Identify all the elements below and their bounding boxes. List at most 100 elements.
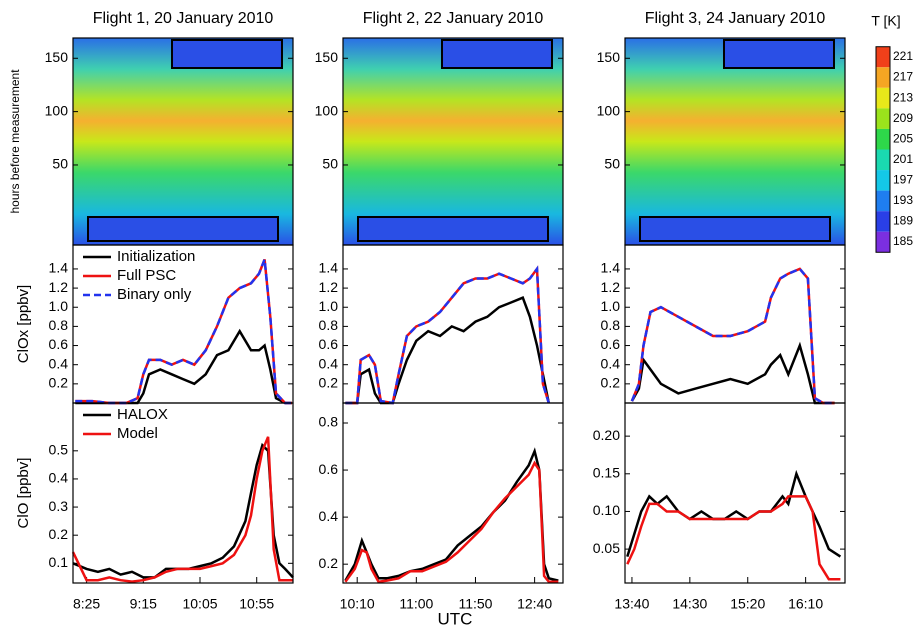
panel-title: Flight 1, 20 January 2010 [93, 10, 274, 27]
y-tick-label: 0.2 [601, 375, 621, 391]
y-tick-label: 150 [315, 49, 339, 65]
series-line [626, 469, 842, 558]
y-tick-label: 0.4 [319, 508, 339, 524]
y-tick-label: 1.4 [601, 260, 621, 276]
y-tick-label: 1.4 [319, 260, 339, 276]
x-tick-label: 14:30 [672, 596, 707, 612]
colorbar-tick-label: 217 [893, 70, 913, 84]
y-tick-label: 1.0 [601, 298, 621, 314]
y-tick-label: 1.0 [49, 298, 69, 314]
y-tick-label: 0.2 [49, 375, 69, 391]
series-line [344, 460, 559, 584]
panel-frame [624, 402, 846, 584]
series-line [630, 267, 835, 405]
colorbar-tick-label: 201 [893, 152, 913, 166]
colorbar-tick-label: 209 [893, 111, 913, 125]
x-tick-label: 9:15 [130, 596, 157, 612]
colorbar-cell [876, 46, 890, 68]
y-tick-label: 0.4 [49, 470, 69, 486]
colorbar-tick-label: 213 [893, 90, 913, 104]
series-line [75, 258, 292, 405]
y-tick-label: 1.2 [319, 279, 339, 295]
heatmap [73, 38, 293, 245]
series-line [626, 495, 841, 581]
y-tick-label: 1.4 [49, 260, 69, 276]
legend-label: Full PSC [117, 267, 176, 284]
colorbar-tick-label: 197 [893, 173, 913, 187]
y-axis-label: hours before measurement [8, 69, 22, 214]
y-tick-label: 50 [322, 156, 338, 172]
y-tick-label: 0.1 [49, 554, 69, 570]
y-tick-label: 150 [45, 49, 69, 65]
panel-title: Flight 3, 24 January 2010 [645, 10, 826, 27]
x-axis-label: UTC [438, 609, 473, 628]
series-line [75, 258, 292, 405]
heatmap [343, 38, 563, 245]
panel-title: Flight 2, 22 January 2010 [363, 10, 544, 27]
colorbar-cell [876, 149, 890, 171]
legend-label: HALOX [117, 406, 168, 423]
y-tick-label: 0.3 [49, 498, 69, 514]
y-tick-label: 0.2 [319, 375, 339, 391]
colorbar-cell [876, 128, 890, 150]
legend-label: Binary only [117, 286, 192, 303]
series-line [345, 265, 550, 405]
series-line [345, 296, 551, 405]
y-tick-label: 1.2 [601, 279, 621, 295]
colorbar-tick-label: 189 [893, 214, 913, 228]
y-tick-label: 0.4 [49, 355, 69, 371]
legend-label: Model [117, 425, 158, 442]
y-tick-label: 150 [597, 49, 621, 65]
y-tick-label: 0.6 [319, 336, 339, 352]
colorbar-tick-label: 185 [893, 234, 913, 248]
x-tick-label: 10:55 [239, 596, 274, 612]
y-tick-label: 100 [315, 102, 339, 118]
colorbar-label: T [K] [871, 13, 900, 29]
y-tick-label: 0.20 [593, 427, 620, 443]
x-tick-label: 15:20 [730, 596, 765, 612]
x-tick-label: 10:10 [340, 596, 375, 612]
y-axis-label: ClO [ppbv] [15, 458, 32, 529]
y-tick-label: 0.8 [319, 414, 339, 430]
colorbar-cell [876, 108, 890, 129]
cold-region [723, 39, 835, 69]
cold-region [357, 216, 549, 242]
colorbar-cell [876, 87, 890, 109]
panel-frame [342, 244, 564, 404]
y-tick-label: 0.2 [49, 526, 69, 542]
y-tick-label: 0.6 [601, 336, 621, 352]
y-tick-label: 0.05 [593, 540, 620, 556]
colorbar-cell [876, 170, 890, 191]
y-tick-label: 0.15 [593, 464, 620, 480]
series-line [71, 436, 293, 583]
y-tick-label: 0.10 [593, 502, 620, 518]
series-line [345, 265, 550, 405]
x-tick-label: 8:25 [73, 596, 100, 612]
colorbar-tick-label: 193 [893, 193, 913, 207]
y-tick-label: 0.4 [319, 355, 339, 371]
y-tick-label: 0.6 [319, 461, 339, 477]
x-tick-label: 11:00 [399, 596, 433, 612]
x-tick-label: 11:50 [458, 596, 492, 612]
colorbar-tick-label: 221 [893, 49, 913, 63]
colorbar-cell [876, 211, 890, 232]
series-line [75, 328, 292, 405]
cold-region [639, 216, 831, 242]
panel-frame [72, 402, 294, 584]
cold-region [87, 216, 279, 242]
x-tick-label: 13:40 [614, 596, 649, 612]
panel-frame [342, 402, 564, 584]
x-tick-label: 16:10 [788, 596, 823, 612]
x-tick-label: 10:05 [182, 596, 217, 612]
legend-label: Initialization [117, 248, 195, 265]
y-tick-label: 0.8 [49, 317, 69, 333]
y-tick-label: 0.2 [319, 555, 339, 571]
y-axis-label: ClOx [ppbv] [15, 285, 32, 363]
colorbar-cell [876, 231, 890, 253]
cold-region [171, 39, 283, 69]
y-tick-label: 50 [604, 156, 620, 172]
series-line [630, 341, 835, 405]
y-tick-label: 0.5 [49, 442, 69, 458]
y-tick-label: 1.0 [319, 298, 339, 314]
x-tick-label: 12:40 [517, 596, 552, 612]
